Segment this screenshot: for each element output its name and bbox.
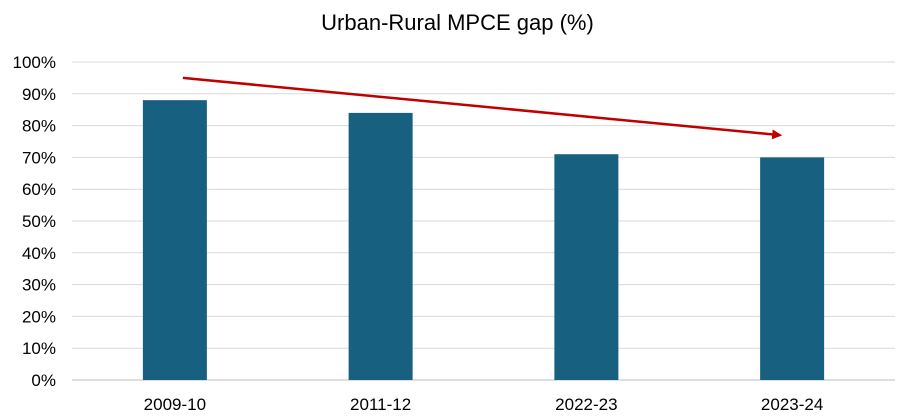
y-tick-label-20: 20%	[22, 307, 56, 326]
annotations	[182, 76, 783, 140]
y-tick-label-40: 40%	[22, 244, 56, 263]
bar-2009-10	[142, 100, 207, 380]
bar-2023-24	[760, 157, 825, 380]
x-tick-label-2022-23: 2022-23	[555, 395, 617, 414]
y-tick-label-70: 70%	[22, 148, 56, 167]
bars	[142, 100, 825, 380]
y-tick-label-30: 30%	[22, 276, 56, 295]
y-tick-label-100: 100%	[13, 53, 56, 72]
x-tick-label-2009-10: 2009-10	[144, 395, 206, 414]
y-tick-label-10: 10%	[22, 339, 56, 358]
y-tick-label-90: 90%	[22, 85, 56, 104]
y-tick-label-0: 0%	[31, 371, 56, 390]
x-tick-label-2023-24: 2023-24	[761, 395, 823, 414]
y-tick-label-50: 50%	[22, 212, 56, 231]
y-tick-label-60: 60%	[22, 180, 56, 199]
x-tick-label-2011-12: 2011-12	[350, 395, 411, 414]
bar-2022-23	[554, 154, 619, 380]
gridlines	[72, 61, 895, 381]
chart-title: Urban-Rural MPCE gap (%)	[321, 10, 594, 35]
bar-2011-12	[348, 112, 413, 380]
trend-arrow	[182, 76, 783, 140]
y-tick-label-80: 80%	[22, 117, 56, 136]
x-axis-labels: 2009-10 2011-12 2022-23 2023-24	[144, 395, 824, 414]
y-axis-ticks: 0% 10% 20% 30% 40% 50% 60% 70% 80% 90% 100%	[13, 53, 56, 390]
